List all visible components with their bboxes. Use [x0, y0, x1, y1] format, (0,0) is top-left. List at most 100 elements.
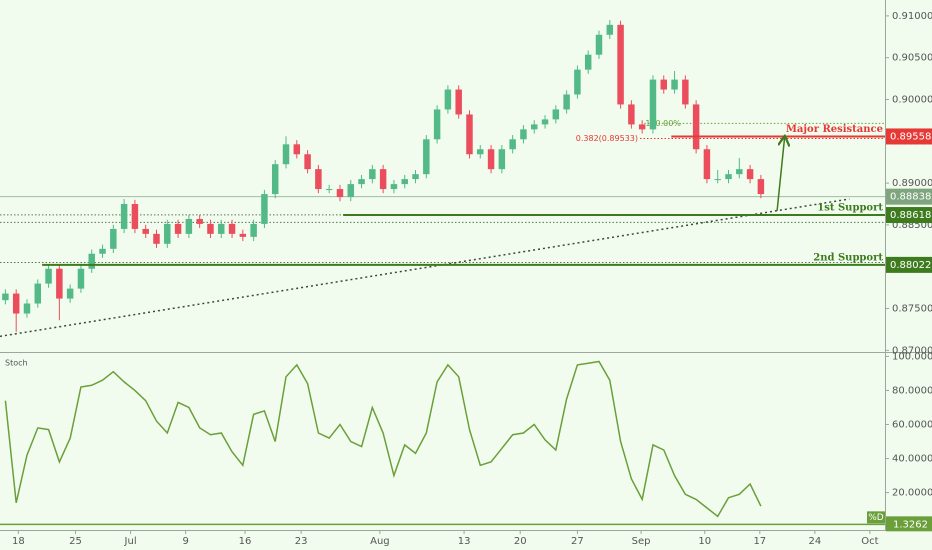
fib-label: 100.00% [645, 119, 681, 128]
stoch-line [4, 360, 762, 518]
candle-body [66, 288, 74, 299]
candle-body [261, 194, 268, 224]
time-tick-label: 16 [239, 536, 252, 547]
time-tick-label: 24 [808, 536, 821, 547]
candle-body [110, 228, 117, 249]
arrow [776, 137, 785, 212]
fib-label: 0.382(0.89533) [576, 134, 638, 143]
candle-body [153, 233, 160, 244]
candle-body [390, 184, 398, 190]
stoch-tick-label: 60.0000 [892, 419, 932, 430]
stoch-last-box [886, 516, 932, 532]
candle-body [498, 149, 506, 170]
candle-body [433, 109, 441, 140]
level-name: 1st Support [817, 203, 883, 214]
candle-body [563, 94, 570, 110]
candle-body [315, 169, 322, 190]
trendline [0, 198, 850, 338]
candle-body [541, 119, 549, 125]
level-price-label: 0.89558 [890, 131, 931, 142]
candle-body [520, 129, 527, 140]
candle-body [606, 24, 614, 35]
time-tick-label: 9 [182, 536, 188, 547]
level-price-label: 0.88022 [890, 260, 931, 271]
candle-body [164, 223, 171, 244]
candle-body [671, 79, 678, 90]
candle-body [358, 179, 365, 185]
price-tick-label: 0.87500 [892, 304, 932, 315]
candle-body [638, 124, 646, 130]
candle-body [196, 218, 203, 224]
last-price-label: 0.88838 [890, 192, 931, 203]
candle-body [12, 293, 20, 314]
candle-body [369, 169, 376, 180]
candle-body [531, 124, 538, 130]
candle-body [455, 89, 462, 115]
time-tick-label: 23 [295, 536, 308, 547]
price-tick-label: 0.90000 [892, 94, 932, 105]
candle-body [304, 154, 311, 170]
stoch-tick-label: 20.0000 [892, 488, 932, 499]
candle-body [120, 204, 128, 229]
level-name: 2nd Support [813, 252, 883, 263]
candle-body [736, 169, 743, 175]
candle-body [444, 89, 452, 110]
candle-body [649, 79, 657, 130]
candle-body [282, 144, 290, 165]
candle-body [23, 303, 31, 314]
candle-body [628, 104, 635, 125]
time-tick-label: 27 [571, 536, 584, 547]
time-tick-label: Aug [370, 536, 390, 547]
candle-body [45, 268, 52, 284]
candle-body [682, 79, 689, 105]
candle-body [595, 34, 603, 55]
stoch-legend-box [867, 511, 885, 524]
candle-body [347, 184, 354, 198]
candle-body [412, 174, 419, 180]
level-price-box [886, 128, 932, 145]
candle-body [185, 218, 193, 234]
candle-body [142, 228, 149, 234]
stoch-tick-label: 40.0000 [892, 454, 932, 465]
candle-body [239, 233, 247, 237]
candle-body [56, 268, 63, 299]
candle-body [218, 223, 225, 234]
candle-body [757, 179, 765, 195]
candle-body [552, 109, 560, 120]
level-name: Major Resistance [786, 124, 883, 135]
candle-body [477, 149, 484, 155]
candle-body [228, 223, 236, 234]
price-tick-label: 0.89000 [892, 178, 932, 189]
stoch-tick-label: 80.0000 [892, 385, 932, 396]
candle-body [423, 139, 430, 175]
candle-body [336, 189, 344, 198]
candle-body [34, 283, 42, 304]
level-price-label: 0.88618 [890, 210, 931, 221]
time-tick-label: Sep [632, 536, 651, 547]
level-price-box [886, 256, 932, 273]
last-price-box [886, 188, 932, 205]
time-tick-label: Oct [861, 536, 878, 547]
candle-body [293, 144, 301, 155]
candle-body [207, 223, 214, 234]
candle-body [692, 104, 700, 150]
time-tick-label: 18 [12, 536, 25, 547]
candle-body [725, 174, 732, 180]
stoch-last-label: 1.3262 [893, 519, 928, 530]
candle-body [714, 179, 721, 181]
candle-body [174, 223, 182, 234]
candle-body [703, 149, 711, 180]
candle-body [746, 169, 754, 180]
candle-body [131, 204, 139, 229]
candle-body [466, 114, 473, 155]
price-tick-label: 0.87000 [892, 345, 932, 356]
candle-body [325, 189, 333, 191]
level-price-box [886, 207, 932, 224]
time-tick-label: 17 [753, 536, 766, 547]
candle-body [617, 24, 624, 105]
candle-body [99, 248, 106, 254]
candle-body [2, 293, 9, 301]
price-tick-label: 0.90500 [892, 53, 932, 64]
candle-body [574, 69, 581, 95]
